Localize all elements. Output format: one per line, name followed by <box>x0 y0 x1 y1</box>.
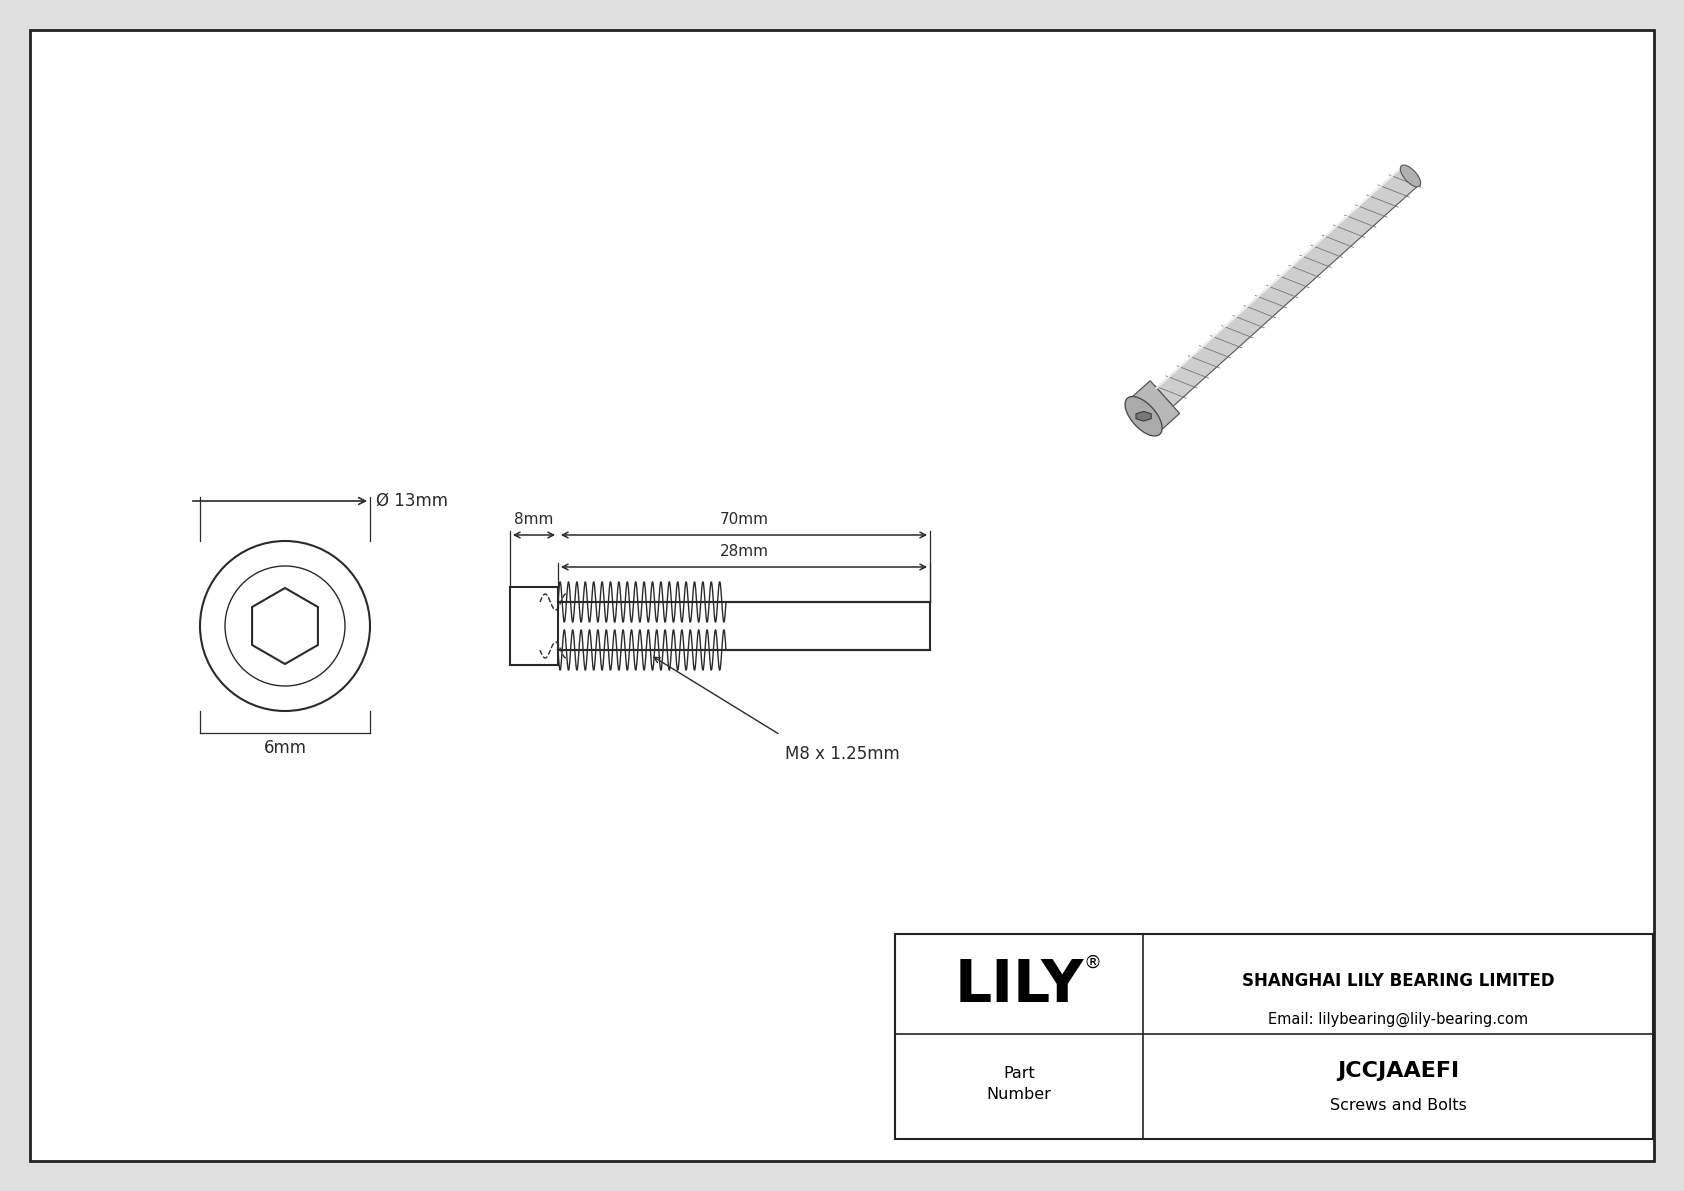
Text: M8 x 1.25mm: M8 x 1.25mm <box>785 746 901 763</box>
Text: LILY: LILY <box>955 956 1084 1014</box>
Text: 6mm: 6mm <box>263 738 306 757</box>
Ellipse shape <box>1401 166 1421 187</box>
Ellipse shape <box>1125 397 1162 436</box>
Bar <box>510 587 557 665</box>
Text: ®: ® <box>1083 954 1101 972</box>
Polygon shape <box>1128 381 1179 432</box>
Text: 70mm: 70mm <box>719 512 768 526</box>
Text: Ø 13mm: Ø 13mm <box>376 492 448 510</box>
Text: SHANGHAI LILY BEARING LIMITED: SHANGHAI LILY BEARING LIMITED <box>1241 972 1554 990</box>
Bar <box>894 934 1654 1139</box>
Text: Email: lilybearing@lily-bearing.com: Email: lilybearing@lily-bearing.com <box>1268 1011 1527 1027</box>
Text: JCCJAAEFI: JCCJAAEFI <box>1337 1061 1458 1081</box>
Text: 28mm: 28mm <box>719 544 768 559</box>
Polygon shape <box>1157 167 1418 406</box>
Text: 8mm: 8mm <box>514 512 554 526</box>
Text: Screws and Bolts: Screws and Bolts <box>1330 1098 1467 1114</box>
Text: Part
Number: Part Number <box>987 1066 1051 1102</box>
Polygon shape <box>1137 411 1152 422</box>
